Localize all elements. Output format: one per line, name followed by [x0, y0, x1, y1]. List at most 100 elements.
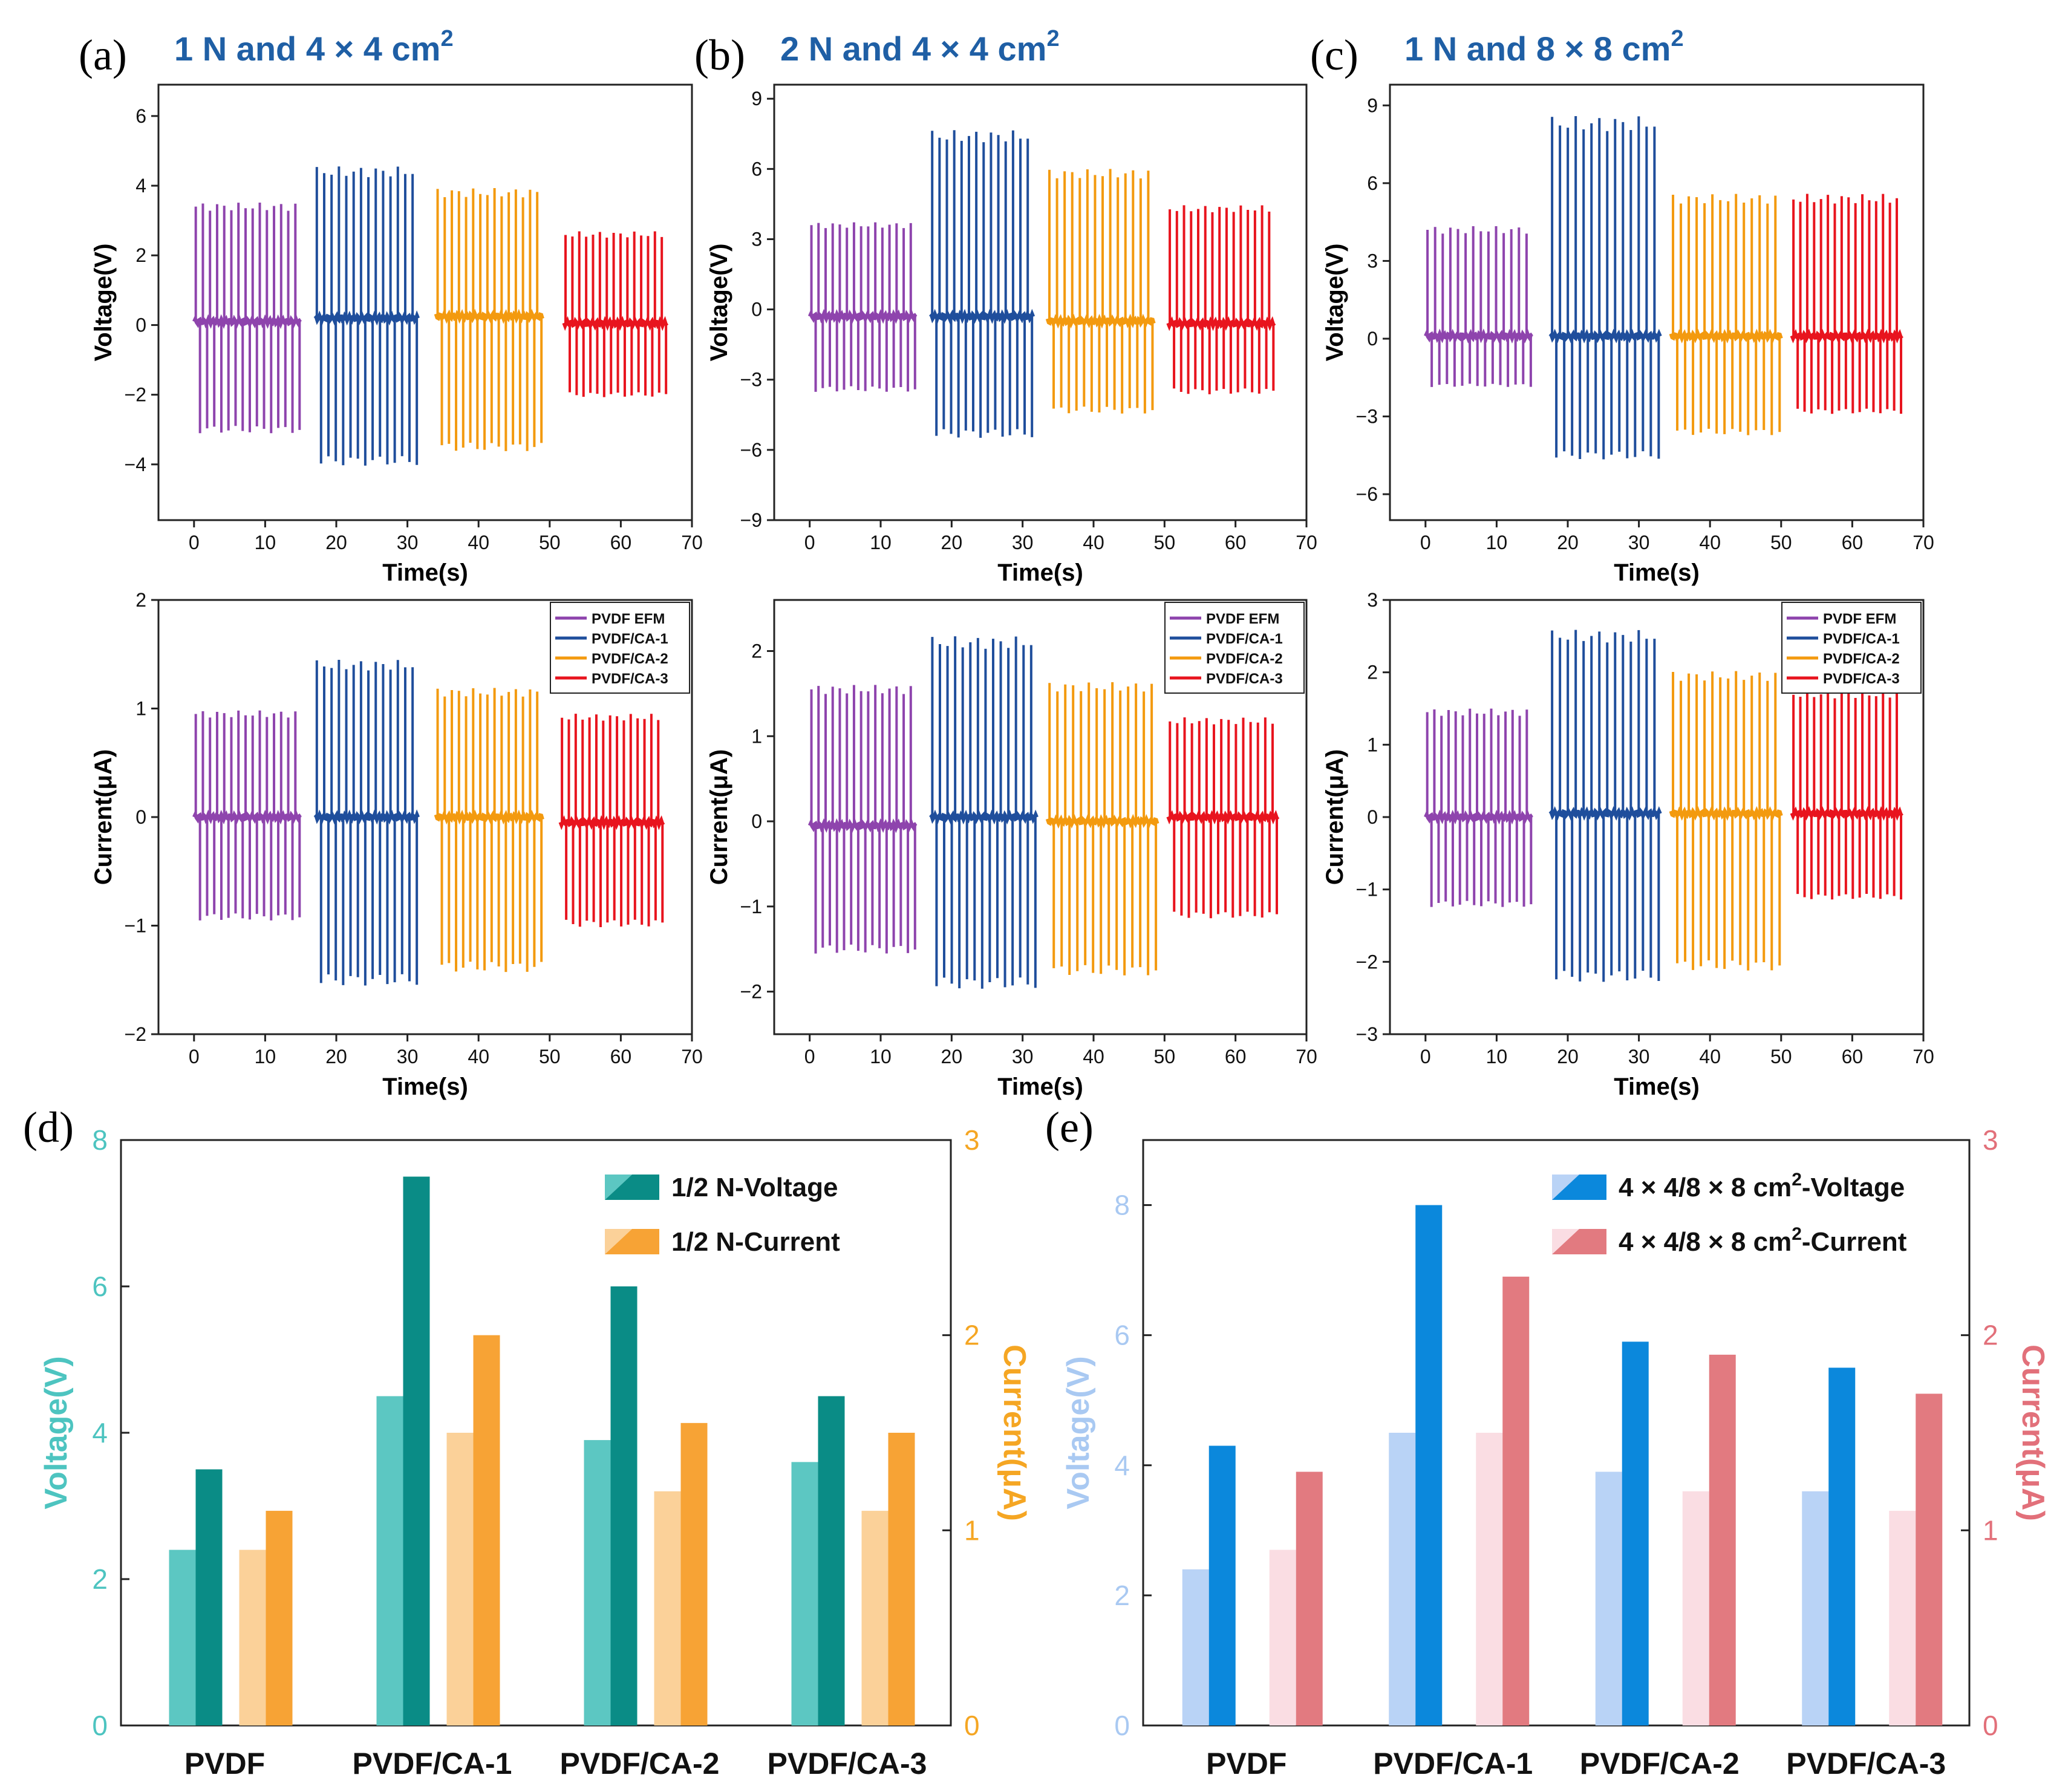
legend-label-suffix: -Current [1802, 1227, 1907, 1257]
y-tick-label-right: 1 [1983, 1514, 1998, 1546]
x-tick-label: 0 [1420, 1046, 1431, 1067]
panel-label-d: (d) [23, 1103, 74, 1152]
plot-frame [773, 83, 1308, 521]
y-tick-label-left: 6 [1114, 1320, 1130, 1351]
legend-label: PVDF/CA-3 [1823, 671, 1900, 687]
y-tick-label: 0 [1367, 806, 1378, 828]
legend: 1/2 N-Voltage 1/2 N-Current [605, 1173, 840, 1257]
bar [1916, 1393, 1943, 1725]
panel-header-a-text: 1 N and 4 × 4 cm [174, 30, 440, 68]
y-tick-label: 4 [135, 175, 146, 197]
series-1 [192, 710, 302, 920]
y-tick-label: 6 [1367, 172, 1378, 194]
bar [654, 1491, 681, 1725]
panel-header-a: 1 N and 4 × 4 cm2 [174, 26, 454, 68]
y-axis-title: Current(μA) [90, 749, 117, 885]
legend: PVDF EFM PVDF/CA-1 PVDF/CA-2 PVDF/CA-3 [550, 602, 690, 694]
x-tick-label: 50 [539, 532, 561, 553]
y-tick-label-left: 2 [92, 1563, 108, 1595]
y-tick-label-right: 1 [964, 1514, 980, 1546]
series-3 [1669, 671, 1783, 971]
x-axis-title: Time(s) [1614, 1074, 1700, 1100]
series-baseline [1424, 809, 1533, 825]
x-tick-label: 10 [1486, 1046, 1508, 1067]
series-2 [929, 636, 1039, 989]
y-tick-label: −9 [740, 509, 762, 531]
y-tick-label-right: 0 [964, 1710, 980, 1741]
x-tick-label: 0 [804, 532, 815, 553]
y-tick-label-left: 4 [92, 1417, 108, 1448]
y-tick-label: −6 [1356, 483, 1378, 505]
y-tick-label: −3 [740, 369, 762, 391]
legend-label: 4 × 4/8 × 8 cm2-Voltage [1619, 1170, 1905, 1202]
x-tick-label: 60 [610, 532, 632, 553]
x-tick-label: 60 [1842, 1046, 1864, 1067]
series-baseline [1166, 809, 1280, 825]
series-baseline [558, 815, 665, 830]
category-label: PVDF [184, 1747, 265, 1781]
y-tick-label: −2 [740, 981, 762, 1003]
y-tick-label-right: 0 [1983, 1710, 1998, 1741]
series-3 [1045, 682, 1159, 976]
bar [376, 1396, 403, 1725]
x-tick-label: 0 [189, 1046, 200, 1067]
chart-a-current: 0 10 20 30 40 50 60 70 −2 −1 0 1 2 Time(s) Current(μA)… [90, 589, 703, 1100]
y-tick-label-right: 2 [1983, 1320, 1998, 1351]
x-tick-label: 70 [1296, 532, 1317, 553]
legend-label: PVDF/CA-2 [592, 651, 668, 667]
bar [1682, 1491, 1709, 1725]
x-tick-label: 30 [1628, 1046, 1650, 1067]
y-tick-label: −1 [740, 896, 762, 917]
y-tick-label: −2 [125, 1023, 146, 1045]
legend-label: PVDF EFM [592, 611, 665, 627]
x-tick-label: 20 [1557, 532, 1579, 553]
legend-label: PVDF/CA-2 [1823, 651, 1900, 667]
x-tick-label: 10 [870, 532, 892, 553]
bar [1182, 1569, 1209, 1725]
x-tick-label: 10 [870, 1046, 892, 1067]
x-tick-label: 30 [1012, 1046, 1034, 1067]
legend-label-text: 1/2 N-Voltage [671, 1173, 838, 1202]
legend-label: PVDF/CA-3 [1206, 671, 1283, 687]
legend-label: 1/2 N-Current [671, 1227, 840, 1257]
series-baseline [192, 809, 302, 825]
x-tick-label: 70 [1913, 532, 1934, 553]
panel-header-c-text: 1 N and 8 × 8 cm [1404, 30, 1671, 68]
x-tick-label: 60 [1225, 1046, 1247, 1067]
chart-b-voltage: 0 10 20 30 40 50 60 70 −9 −6 −3 0 3 6 9 Time(s) Voltage(… [706, 83, 1317, 586]
y-tick-label: 2 [135, 244, 146, 266]
y-tick-label-right: 3 [1983, 1124, 1998, 1156]
panel-label-c: (c) [1310, 31, 1358, 79]
x-tick-label: 10 [255, 1046, 276, 1067]
y-axis-title-left: Voltage(V) [1061, 1356, 1096, 1509]
series-2 [1548, 116, 1662, 460]
x-tick-label: 20 [941, 1046, 963, 1067]
y-tick-label: 2 [1367, 662, 1378, 683]
x-tick-label: 20 [325, 532, 347, 553]
legend-label: PVDF/CA-2 [1206, 651, 1283, 667]
bar [446, 1433, 474, 1725]
bar [1389, 1433, 1416, 1725]
x-tick-label: 70 [1913, 1046, 1934, 1067]
y-tick-label-right: 2 [964, 1320, 980, 1351]
series-4 [558, 714, 665, 928]
y-tick-label: 3 [1367, 589, 1378, 611]
series-baseline [192, 314, 302, 330]
bar [888, 1433, 915, 1725]
bar [239, 1549, 266, 1725]
series-4 [1790, 689, 1903, 900]
y-tick-label: 0 [751, 810, 762, 832]
x-tick-label: 30 [397, 532, 419, 553]
plot-frame [1389, 83, 1925, 521]
x-tick-label: 40 [1699, 1046, 1721, 1067]
y-tick-label: 0 [135, 806, 146, 828]
panel-header-c-sup: 2 [1671, 26, 1683, 51]
y-tick-label: −1 [125, 915, 146, 937]
x-tick-label: 50 [1770, 532, 1792, 553]
category-label: PVDF/CA-2 [560, 1747, 720, 1781]
bar [1476, 1433, 1503, 1725]
bar [1889, 1511, 1916, 1725]
y-tick-label: −3 [1356, 406, 1378, 428]
y-tick-label: −2 [125, 384, 146, 406]
series-3 [1045, 169, 1156, 414]
